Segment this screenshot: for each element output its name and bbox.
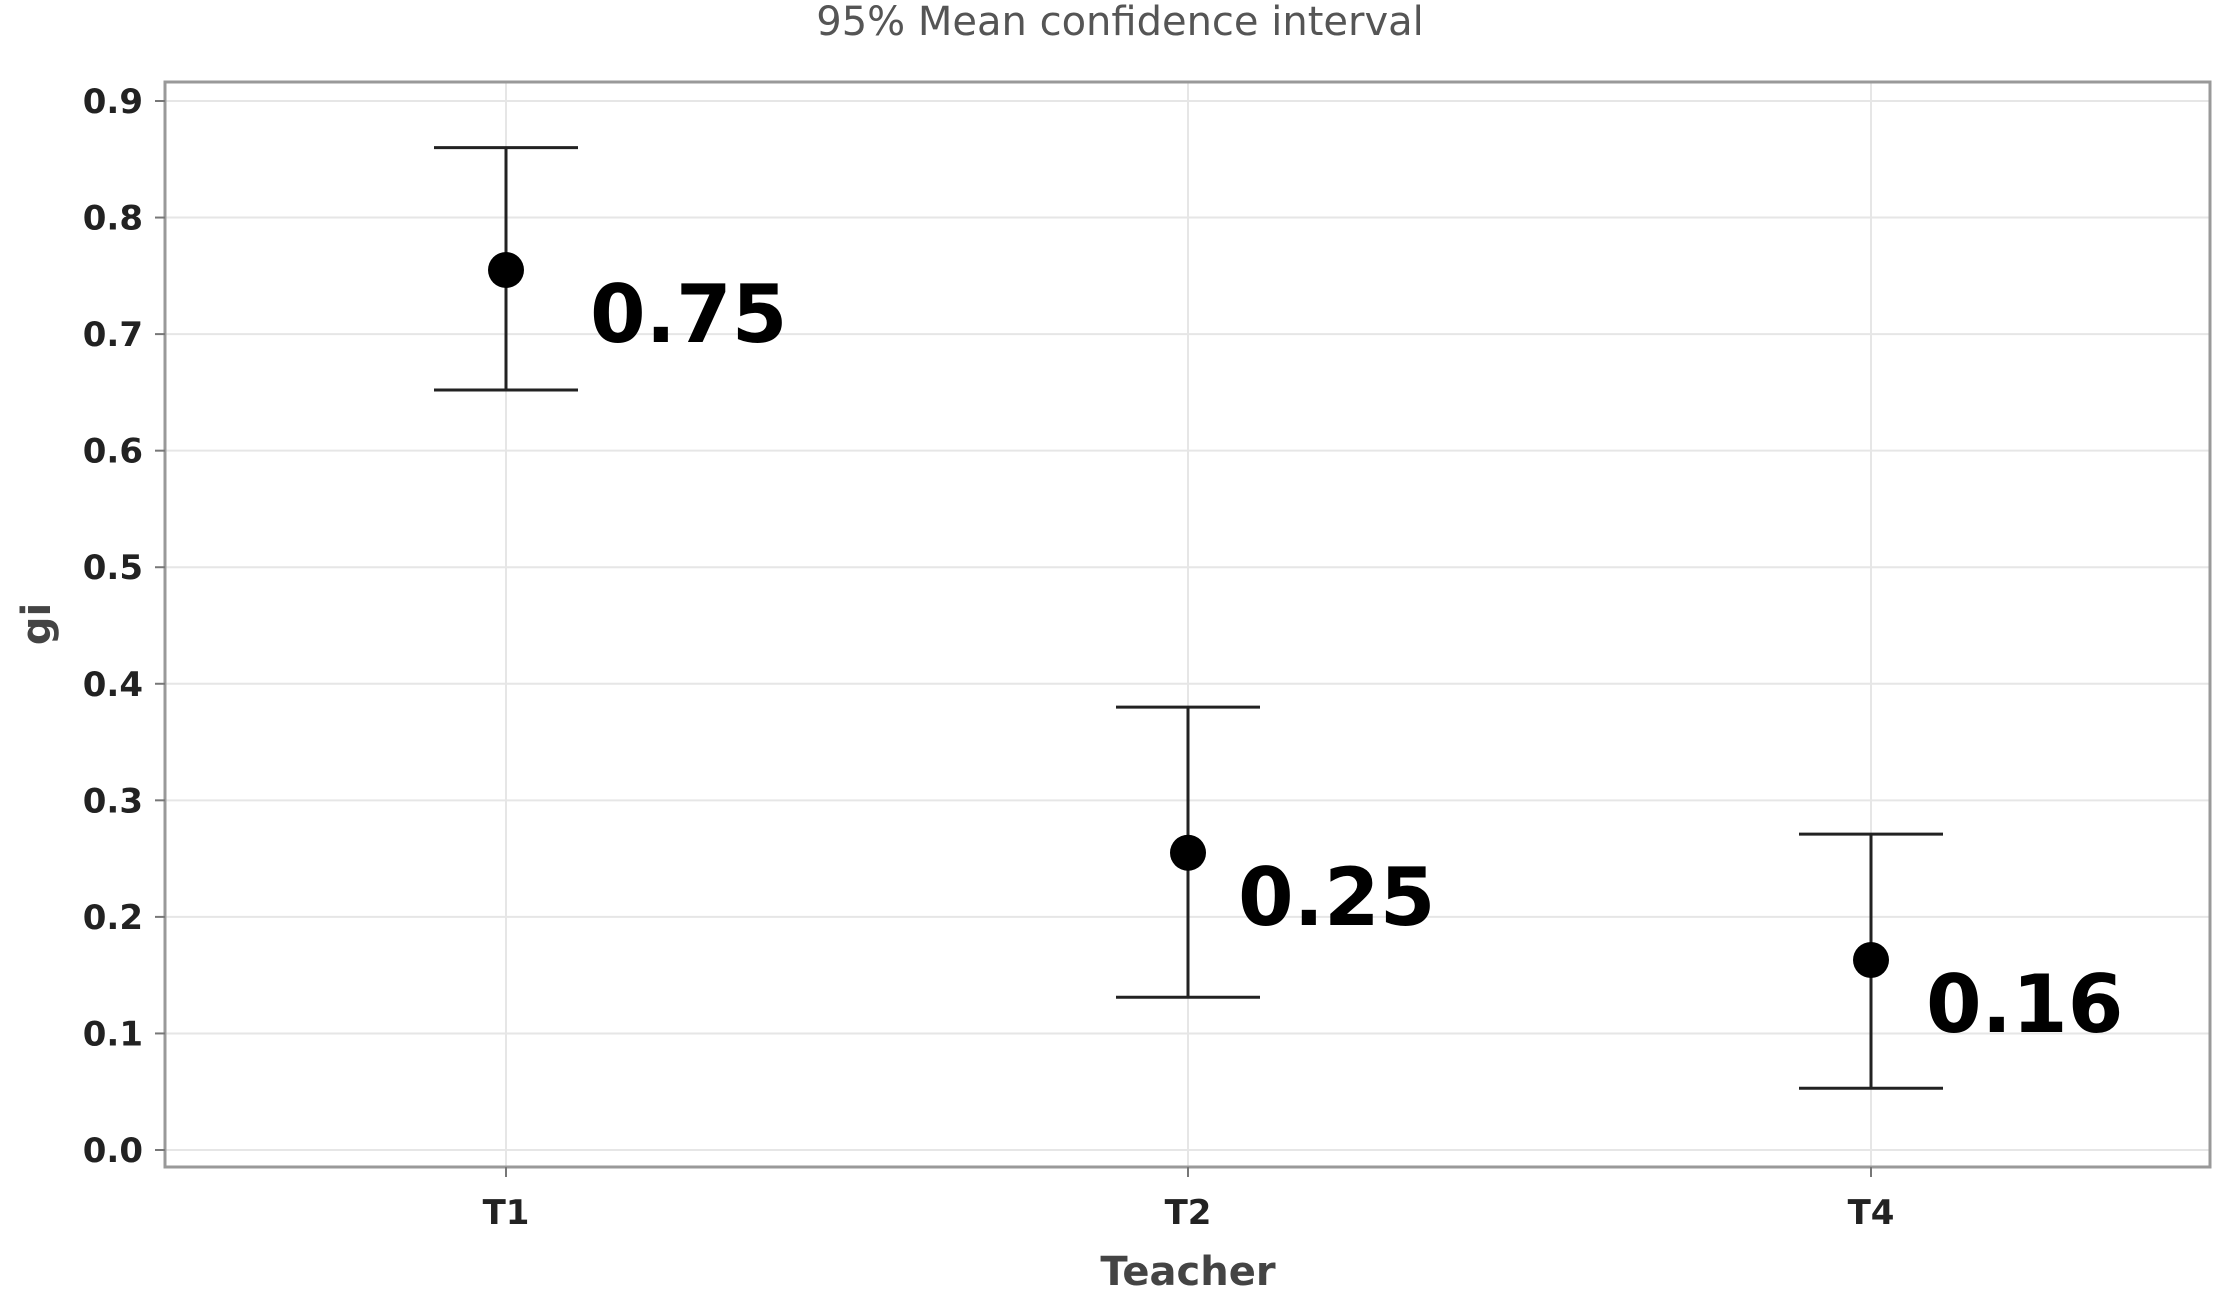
data-marks: 0.75 0.25 0.16	[434, 146, 2123, 1090]
x-tick-label: T1	[483, 1193, 530, 1233]
gridlines	[165, 82, 2210, 1167]
x-axis-ticks: T1 T2 T4	[483, 1167, 1895, 1233]
x-tick-label: T4	[1848, 1193, 1895, 1233]
y-tick-label: 0.5	[83, 548, 143, 588]
mean-point-T2	[1170, 834, 1206, 871]
data-label-T4: 0.16	[1926, 958, 2123, 1051]
y-tick-label: 0.0	[83, 1131, 143, 1171]
y-tick-label: 0.9	[83, 82, 143, 122]
y-axis-ticks: 0.0 0.1 0.2 0.3 0.4 0.5 0.6 0.7 0.8 0.9	[83, 82, 165, 1171]
y-tick-label: 0.3	[83, 781, 143, 821]
mean-point-T1	[488, 252, 524, 289]
mean-point-T4	[1853, 942, 1889, 979]
chart-title: 95% Mean confidence interval	[816, 0, 1424, 45]
y-axis-title: gi	[14, 603, 60, 645]
y-tick-label: 0.4	[83, 665, 143, 705]
y-tick-label: 0.8	[83, 199, 143, 239]
y-tick-label: 0.2	[83, 898, 143, 938]
x-tick-label: T2	[1165, 1193, 1212, 1233]
data-label-T1: 0.75	[590, 268, 787, 361]
y-tick-label: 0.7	[83, 315, 143, 355]
y-tick-label: 0.6	[83, 432, 143, 472]
x-axis-title: Teacher	[1100, 1249, 1275, 1295]
y-tick-label: 0.1	[83, 1014, 143, 1054]
data-label-T2: 0.25	[1238, 851, 1435, 944]
